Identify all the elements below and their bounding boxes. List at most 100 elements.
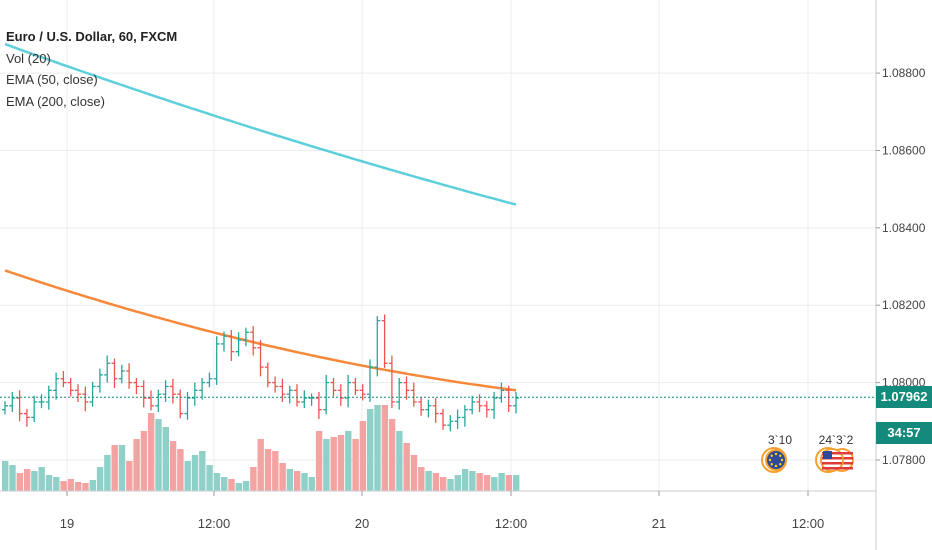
price-tick-label: 1.08600 <box>882 143 926 157</box>
volume-bar <box>126 461 133 491</box>
volume-bar <box>169 441 177 491</box>
volume-bar <box>381 405 388 491</box>
volume-bar <box>228 479 235 491</box>
volume-bar <box>337 435 345 491</box>
eu-flag-icon[interactable]: 3`10 <box>761 433 792 473</box>
event-label: 3`10 <box>768 433 792 447</box>
volume-bar <box>45 475 53 491</box>
volume-bar <box>118 445 126 491</box>
volume-bar <box>410 455 418 491</box>
volume-bar <box>330 437 337 491</box>
volume-bar <box>67 479 75 491</box>
volume-bar <box>505 475 513 491</box>
volume-bar <box>461 469 469 491</box>
volume-bar <box>418 467 425 491</box>
volume-bar <box>75 482 82 491</box>
volume-bar <box>162 427 169 491</box>
volume-bars <box>2 405 520 491</box>
volume-bar <box>53 477 60 491</box>
volume-bar <box>498 473 505 491</box>
volume-bar <box>206 465 213 491</box>
volume-bar <box>184 461 191 491</box>
volume-bar <box>454 475 461 491</box>
time-axis-ticks: 19 12:00 20 12:00 21 12:00 <box>60 491 825 531</box>
ema-200-line <box>4 42 517 206</box>
legend-ema-50[interactable]: EMA (50, close) <box>6 72 98 87</box>
volume-bar <box>140 431 148 491</box>
candlesticks <box>2 314 519 432</box>
volume-bar <box>16 473 23 491</box>
volume-bar <box>9 465 16 491</box>
price-tick-label: 1.08400 <box>882 221 926 235</box>
volume-bar <box>250 467 257 491</box>
price-tick-label: 1.07800 <box>882 453 926 467</box>
bar-countdown-tag: 34:57 <box>876 422 932 445</box>
volume-bar <box>82 483 89 491</box>
volume-bar <box>315 431 323 491</box>
volume-bar <box>483 475 491 491</box>
volume-bar <box>257 439 264 491</box>
volume-bar <box>396 431 403 491</box>
volume-bar <box>403 443 410 491</box>
last-price-tag: 1.07962 <box>876 386 932 409</box>
eu-star <box>770 463 773 466</box>
volume-bar <box>89 480 96 491</box>
volume-bar <box>264 449 272 491</box>
volume-bar <box>388 419 396 491</box>
legend-vol[interactable]: Vol (20) <box>6 50 51 66</box>
volume-bar <box>38 467 45 491</box>
volume-bar <box>177 449 184 491</box>
eu-star <box>774 452 778 456</box>
eu-star <box>770 454 773 457</box>
volume-bar <box>301 473 308 491</box>
price-axis-ticks: 1.09000 1.08800 1.08600 1.08400 1.08200 1.080… <box>876 0 926 467</box>
volume-bar <box>191 455 199 491</box>
volume-bar <box>104 455 111 491</box>
volume-bar <box>111 445 118 491</box>
volume-bar <box>148 413 155 491</box>
us-canton <box>823 451 832 459</box>
volume-bar <box>199 451 206 491</box>
volume-bar <box>308 477 315 491</box>
volume-bar <box>440 477 447 491</box>
us-stripe <box>822 462 842 465</box>
volume-bar <box>213 473 221 491</box>
us-flag-icon[interactable]: 24`3`2 <box>815 433 854 473</box>
volume-bar <box>323 439 330 491</box>
volume-bar <box>374 405 381 491</box>
time-tick-label: 12:00 <box>495 516 528 531</box>
volume-bar <box>469 471 476 491</box>
volume-bar <box>345 431 352 491</box>
volume-bar <box>294 471 301 491</box>
volume-bar <box>221 477 228 491</box>
price-tick-label: 1.09000 <box>882 0 926 3</box>
volume-bar <box>60 481 67 491</box>
volume-bar <box>23 469 31 491</box>
volume-bar <box>155 419 162 491</box>
volume-bar <box>476 473 483 491</box>
volume-bar <box>235 483 242 491</box>
volume-bar <box>242 481 250 491</box>
price-tick-label: 1.08200 <box>882 298 926 312</box>
eu-star <box>768 458 772 462</box>
time-tick-label: 20 <box>355 516 369 531</box>
eu-star <box>774 464 778 468</box>
volume-bar <box>367 409 374 491</box>
volume-bar <box>31 471 38 491</box>
volume-bar <box>133 439 140 491</box>
time-tick-label: 12:00 <box>792 516 825 531</box>
volume-bar <box>491 477 498 491</box>
price-tick-label: 1.08000 <box>882 376 926 390</box>
volume-bar <box>96 467 104 491</box>
time-tick-label: 12:00 <box>198 516 231 531</box>
volume-bar <box>286 469 294 491</box>
event-label: 24`3`2 <box>819 433 854 447</box>
event-markers: 3`10 24`3`2 <box>761 433 854 473</box>
volume-bar <box>513 475 520 491</box>
us-stripe <box>822 467 842 470</box>
symbol-title[interactable]: Euro / U.S. Dollar, 60, FXCM <box>6 29 178 44</box>
eu-star <box>779 463 782 466</box>
legend-ema-200[interactable]: EMA (200, close) <box>6 93 105 109</box>
volume-bar <box>432 473 440 491</box>
